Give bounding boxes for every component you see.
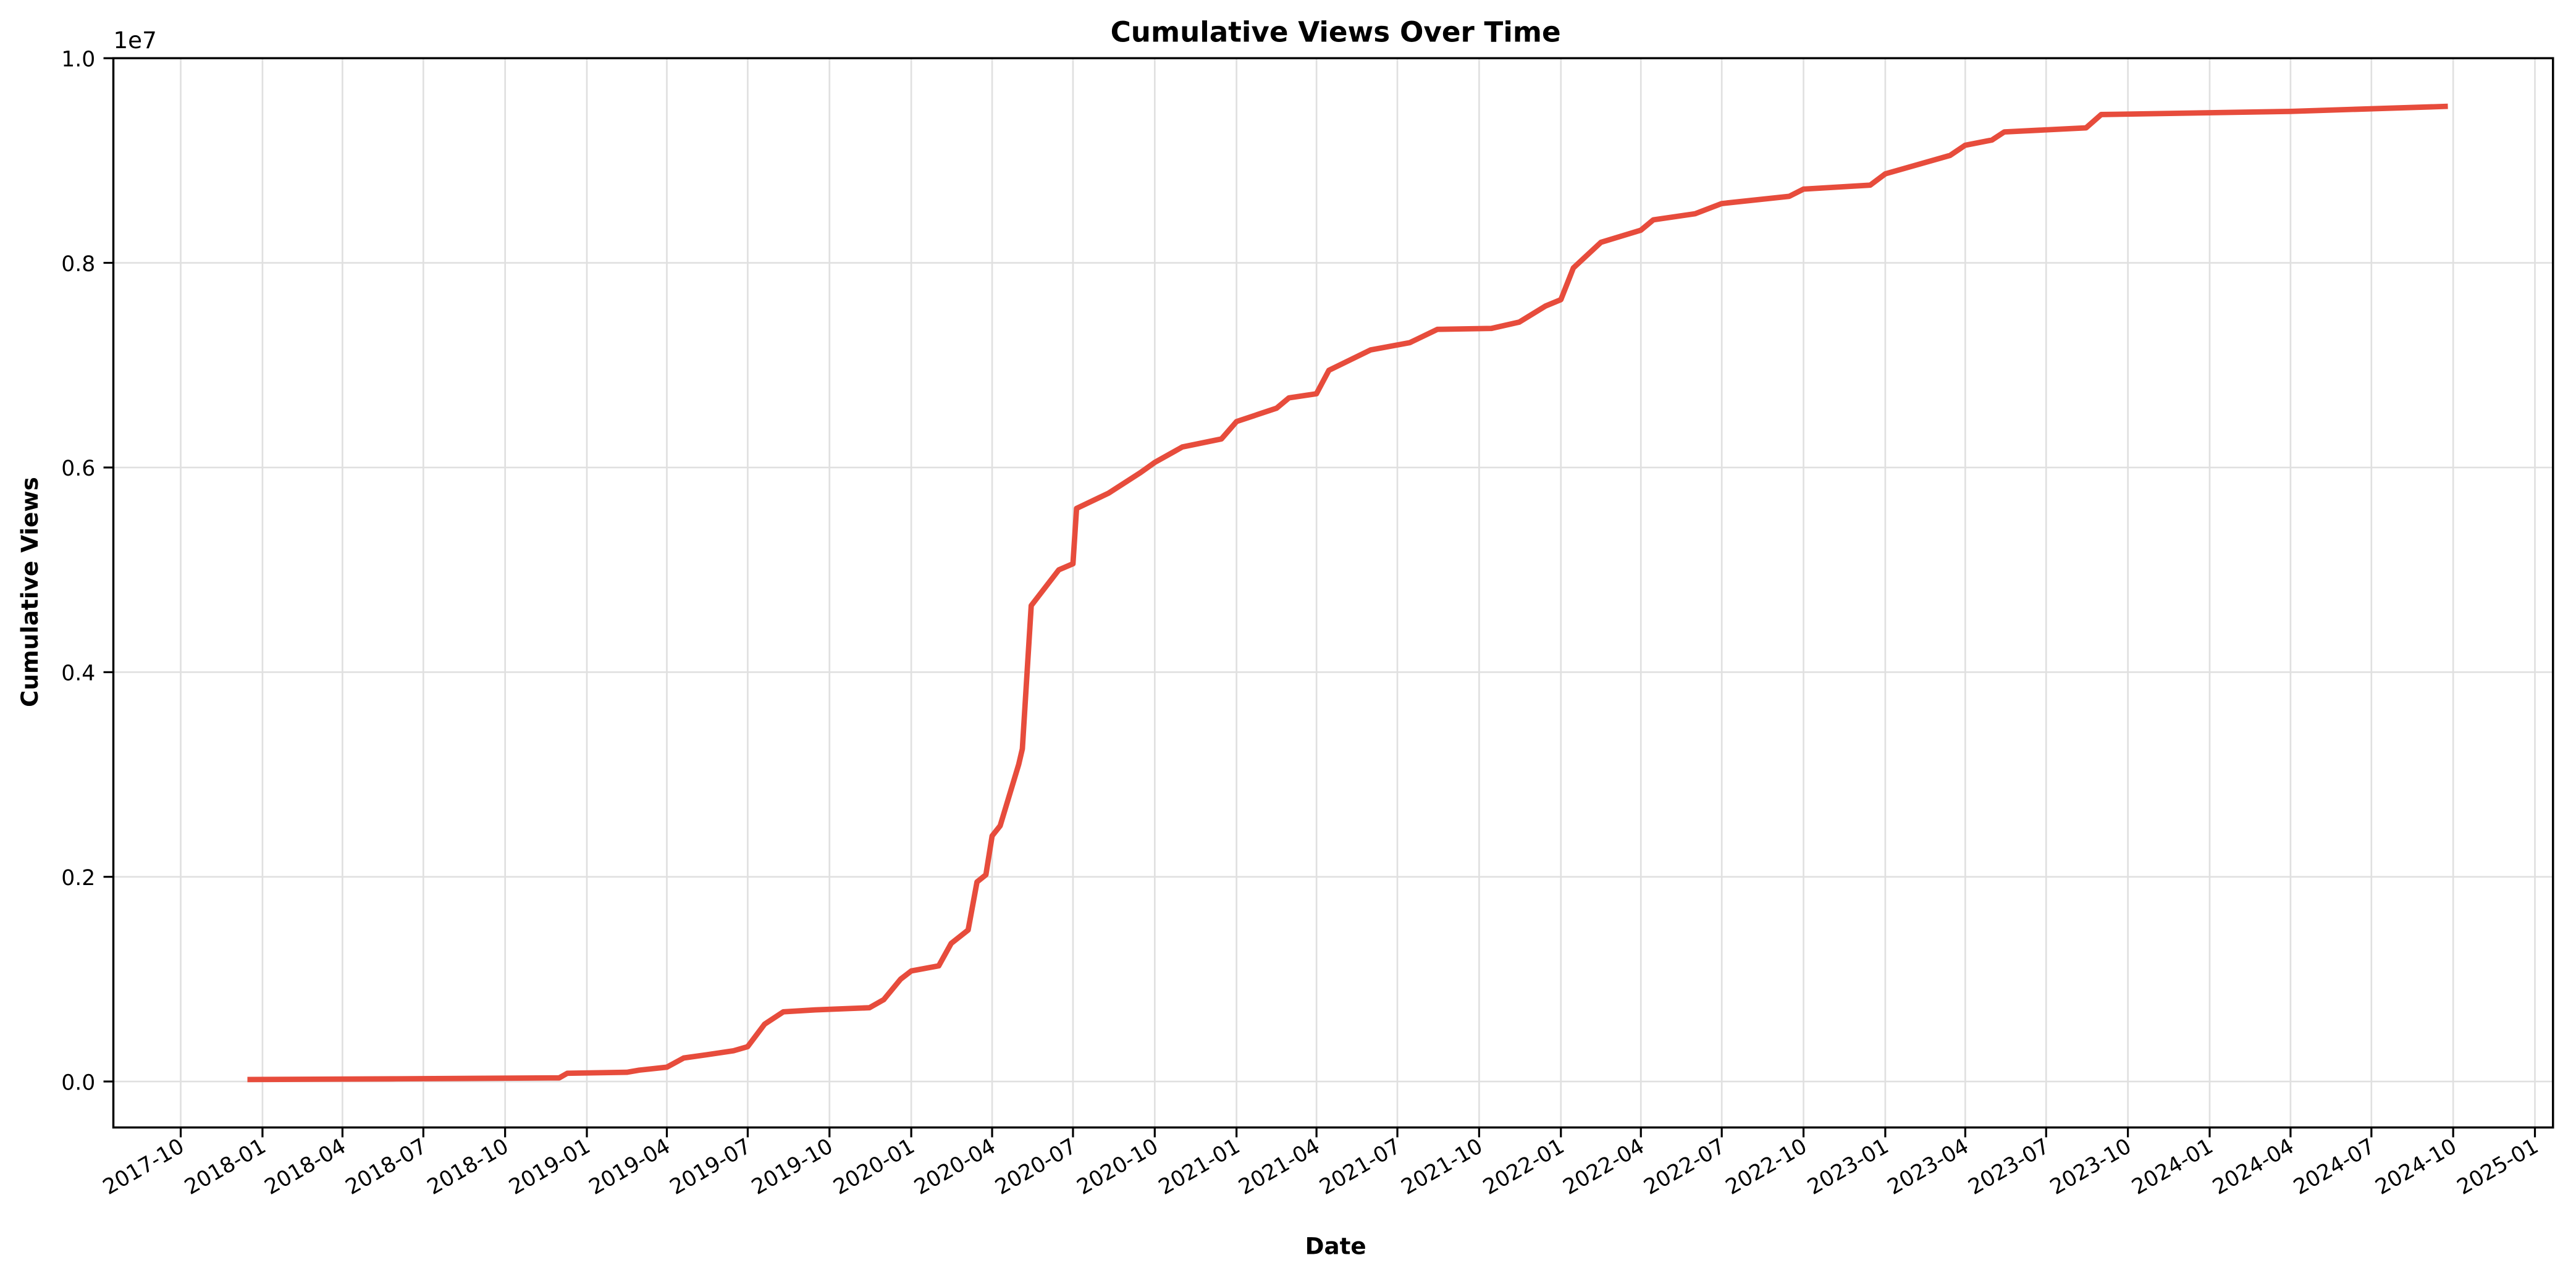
y-axis: 0.0 0.2 0.4 0.6 0.8 1.0 [61, 48, 114, 1095]
y-tick-label: 0.2 [61, 866, 95, 891]
x-tick-label: 2021-10 [1397, 1134, 1487, 1200]
plot-area-frame [112, 57, 2554, 1129]
y-tick-label: 0.8 [61, 252, 95, 277]
x-tick-label: 2020-01 [830, 1134, 919, 1200]
x-tick-label: 2022-04 [1559, 1134, 1649, 1200]
x-tick-label: 2022-10 [1722, 1134, 1811, 1200]
x-tick-label: 2023-01 [1803, 1134, 1893, 1200]
x-tick-label: 2023-07 [1964, 1134, 2054, 1200]
series-line-cumulative-views [247, 103, 2448, 1083]
x-tick-label: 2019-07 [666, 1134, 756, 1200]
x-tick-label: 2024-04 [2208, 1134, 2298, 1200]
y-axis-label: Cumulative Views [16, 477, 43, 707]
x-tick-label: 2017-10 [99, 1134, 188, 1200]
x-tick-label: 2019-10 [747, 1134, 837, 1200]
x-tick-label: 2019-01 [505, 1134, 594, 1200]
x-tick-label: 2020-04 [910, 1134, 1000, 1200]
x-axis: 2017-102018-012018-042018-072018-102019-… [99, 1127, 2543, 1200]
x-tick-label: 2020-07 [991, 1134, 1080, 1200]
x-tick-label: 2024-01 [2128, 1134, 2217, 1200]
chart-title: Cumulative Views Over Time [1111, 16, 1561, 49]
x-tick-label: 2018-10 [423, 1134, 513, 1200]
y-tick-label: 0.0 [61, 1070, 95, 1095]
y-tick-label: 0.4 [61, 661, 95, 686]
x-tick-label: 2018-01 [180, 1134, 270, 1200]
x-tick-label: 2021-04 [1235, 1134, 1324, 1200]
x-tick-label: 2019-04 [585, 1134, 675, 1200]
x-tick-label: 2018-07 [342, 1134, 431, 1200]
y-offset-label: 1e7 [114, 27, 157, 54]
x-tick-label: 2020-10 [1073, 1134, 1163, 1200]
x-tick-label: 2023-04 [1884, 1134, 1973, 1200]
x-tick-label: 2024-10 [2372, 1134, 2461, 1200]
gridlines [113, 57, 2553, 1128]
y-tick-label: 0.6 [61, 456, 95, 481]
x-tick-label: 2022-07 [1640, 1134, 1730, 1200]
y-tick-label: 1.0 [61, 48, 95, 72]
x-tick-label: 2024-07 [2289, 1134, 2379, 1200]
x-tick-label: 2018-04 [261, 1134, 350, 1200]
x-tick-label: 2022-01 [1479, 1134, 1568, 1200]
x-tick-label: 2025-01 [2453, 1134, 2543, 1200]
x-axis-label: Date [1305, 1232, 1366, 1259]
x-tick-label: 2023-10 [2046, 1134, 2136, 1200]
x-tick-label: 2021-07 [1315, 1134, 1405, 1200]
x-tick-label: 2021-01 [1155, 1134, 1244, 1200]
